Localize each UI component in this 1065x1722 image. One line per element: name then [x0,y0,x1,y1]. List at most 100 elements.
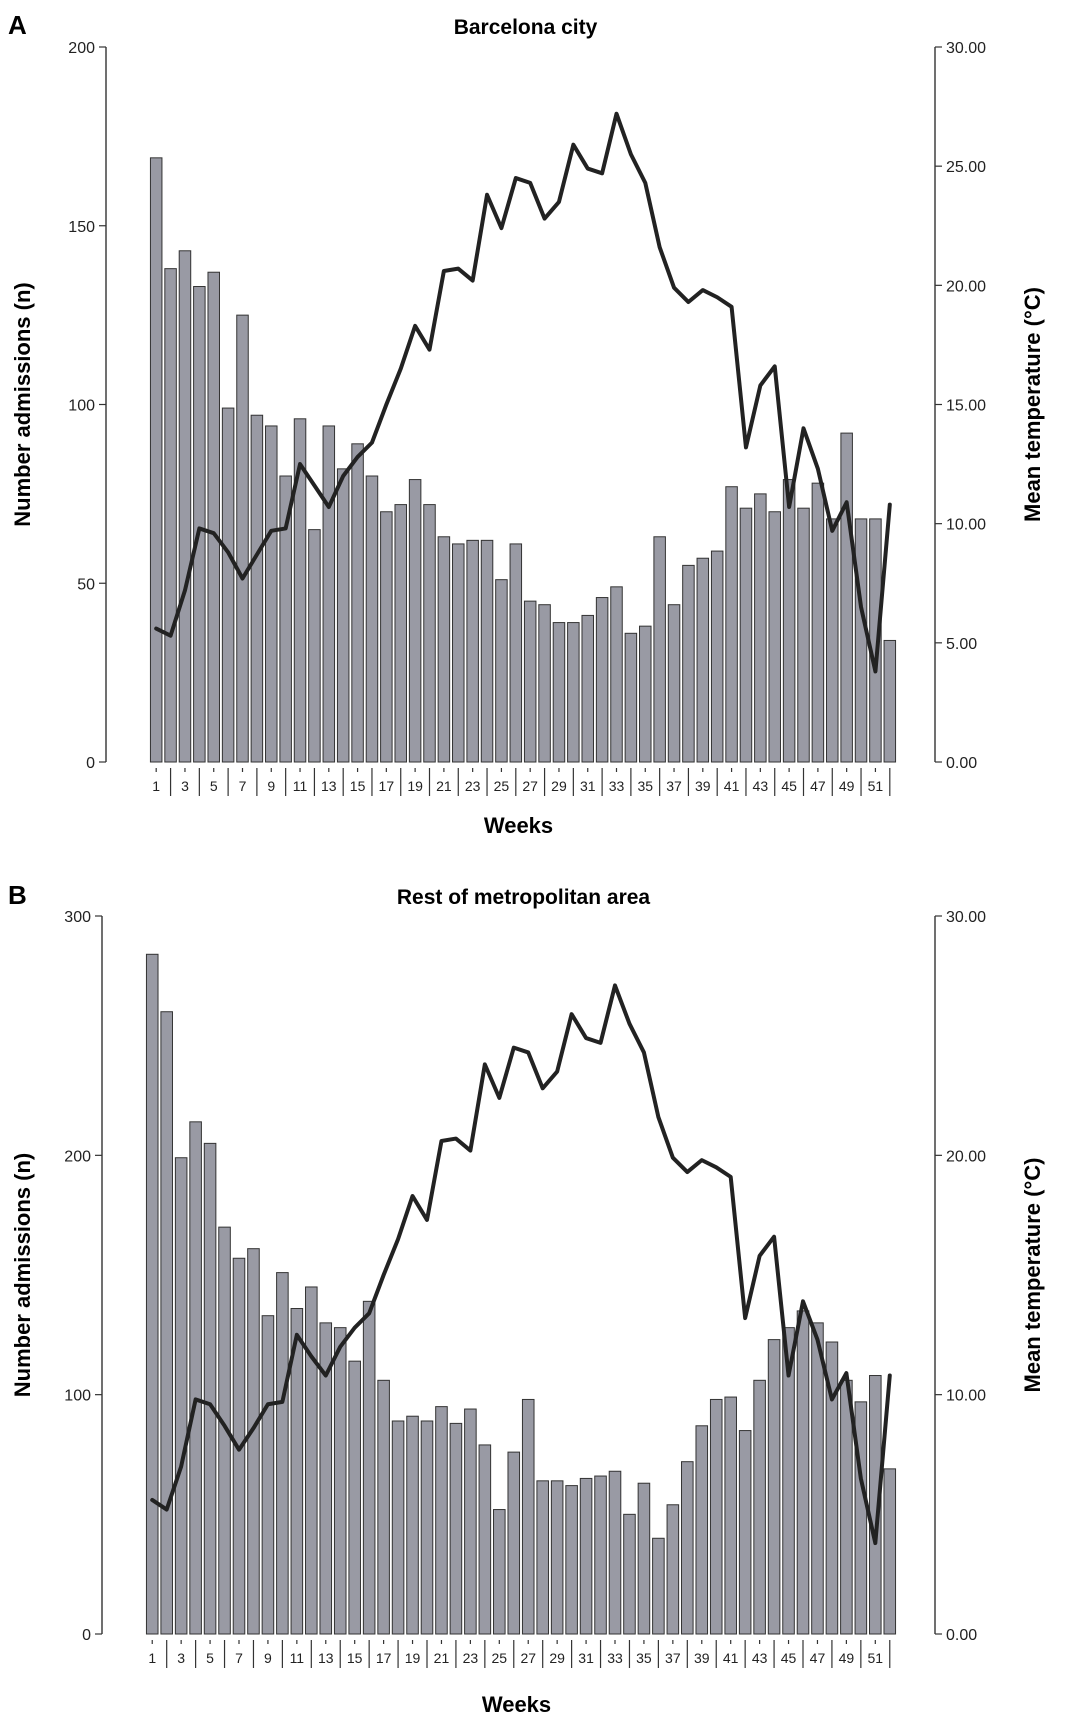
bar-week-15 [348,1360,361,1635]
bar-week-40 [709,1398,723,1635]
x-tick-label: 13 [318,1650,334,1666]
bar-week-11 [290,1308,304,1635]
bar-week-30 [567,622,580,763]
bar-week-19 [406,1415,419,1635]
right-tick-label: 5.00 [946,636,977,653]
bar-week-21 [435,1406,448,1635]
bar-week-52 [883,1468,897,1635]
bar-week-37 [666,1504,680,1635]
bar-week-31 [579,1477,593,1635]
bar-week-40 [710,550,724,763]
x-tick-label: 15 [350,778,366,794]
x-tick-label: 27 [522,778,538,794]
bar-week-4 [193,286,206,763]
bar-week-32 [595,597,609,763]
bar-week-17 [377,1379,390,1635]
bar-week-25 [493,1509,506,1635]
left-tick-label: 200 [64,1148,91,1165]
x-tick-label: 43 [752,1650,768,1666]
bar-week-20 [420,1420,434,1635]
bar-week-26 [507,1451,521,1635]
right-tick-label: 20.00 [946,1148,986,1165]
bar-week-47 [811,1322,824,1635]
bar-week-42 [738,1430,752,1635]
bar-week-43 [753,1379,766,1635]
chart-panel-b: B Rest of metropolitan area 0 100 200 300 0.00… [8,880,1045,1717]
bar-week-2 [164,268,177,763]
bar-week-3 [178,250,192,763]
left-tick-label: 150 [68,219,95,236]
x-tick-label: 51 [868,1650,884,1666]
x-tick-label: 47 [810,1650,826,1666]
bar-week-2 [160,1011,173,1635]
temperature-line [150,983,892,1546]
x-tick-label: 47 [810,778,826,794]
y-axis-label: Number admissions (n) [10,1153,35,1397]
bar-week-13 [319,1322,333,1635]
bar-week-43 [754,493,767,763]
bar-week-36 [653,536,666,763]
right-tick-label: 10.00 [946,1388,986,1405]
bar-week-1 [149,157,163,763]
x-tick-label: 39 [694,1650,710,1666]
x-tick-label: 17 [376,1650,392,1666]
x-axis-label: Weeks [482,1692,551,1717]
chart-title: Barcelona city [454,16,598,39]
bar-week-41 [724,1396,737,1635]
x-tick-label: 17 [379,778,395,794]
bar-week-30 [565,1485,578,1635]
bar-week-24 [478,1444,492,1635]
x-tick-label: 23 [465,778,481,794]
x-tick-label: 5 [206,1650,214,1666]
bar-week-6 [218,1226,231,1635]
bar-week-49 [840,1379,853,1635]
bar-week-39 [696,557,710,763]
right-tick-label: 10.00 [946,517,986,534]
bar-week-25 [495,579,508,763]
x-tick-label: 39 [695,778,711,794]
x-tick-label: 49 [839,778,855,794]
right-tick-label: 0.00 [946,1627,977,1644]
bar-week-24 [480,539,494,763]
bar-week-13 [322,425,336,763]
right-tick-label: 30.00 [946,40,986,57]
left-tick-label: 100 [64,1388,91,1405]
bar-week-18 [391,1420,405,1635]
bar-week-22 [452,543,465,763]
x-tick-label: 21 [436,778,452,794]
bar-week-44 [768,511,781,763]
bar-week-9 [265,425,278,763]
x-tick-label: 21 [434,1650,450,1666]
x-tick-label: 35 [637,778,653,794]
bar-week-33 [610,586,623,763]
bar-week-17 [380,511,393,763]
x-tick-label: 43 [753,778,769,794]
bar-week-47 [811,482,825,763]
bar-week-34 [624,632,638,763]
x-tick-label: 9 [267,778,275,794]
bar-week-19 [408,479,422,763]
bar-week-34 [623,1513,636,1635]
x-tick-label: 3 [181,778,189,794]
x-tick-label: 49 [839,1650,855,1666]
bar-week-22 [449,1422,463,1635]
x-tick-label: 31 [580,778,596,794]
left-tick-label: 200 [68,40,95,57]
x-tick-label: 13 [321,778,337,794]
bar-week-37 [667,604,681,763]
bar-week-36 [652,1537,665,1635]
panel-letter: A [8,10,27,40]
x-tick-label: 25 [492,1650,508,1666]
bar-week-31 [581,614,594,763]
left-tick-label: 0 [86,755,95,772]
x-tick-label: 23 [463,1650,479,1666]
x-tick-label: 41 [724,778,740,794]
x-tick-label: 45 [781,778,797,794]
bar-week-14 [336,468,350,763]
bar-series [149,157,897,763]
bar-week-27 [521,1398,535,1635]
bar-week-23 [464,1408,477,1635]
chart-panel-a: A Barcelona city 0 50 100 150 200 0.00 5.00 10.00… [8,10,1045,838]
right-tick-label: 20.00 [946,278,986,295]
bar-week-41 [725,486,738,763]
